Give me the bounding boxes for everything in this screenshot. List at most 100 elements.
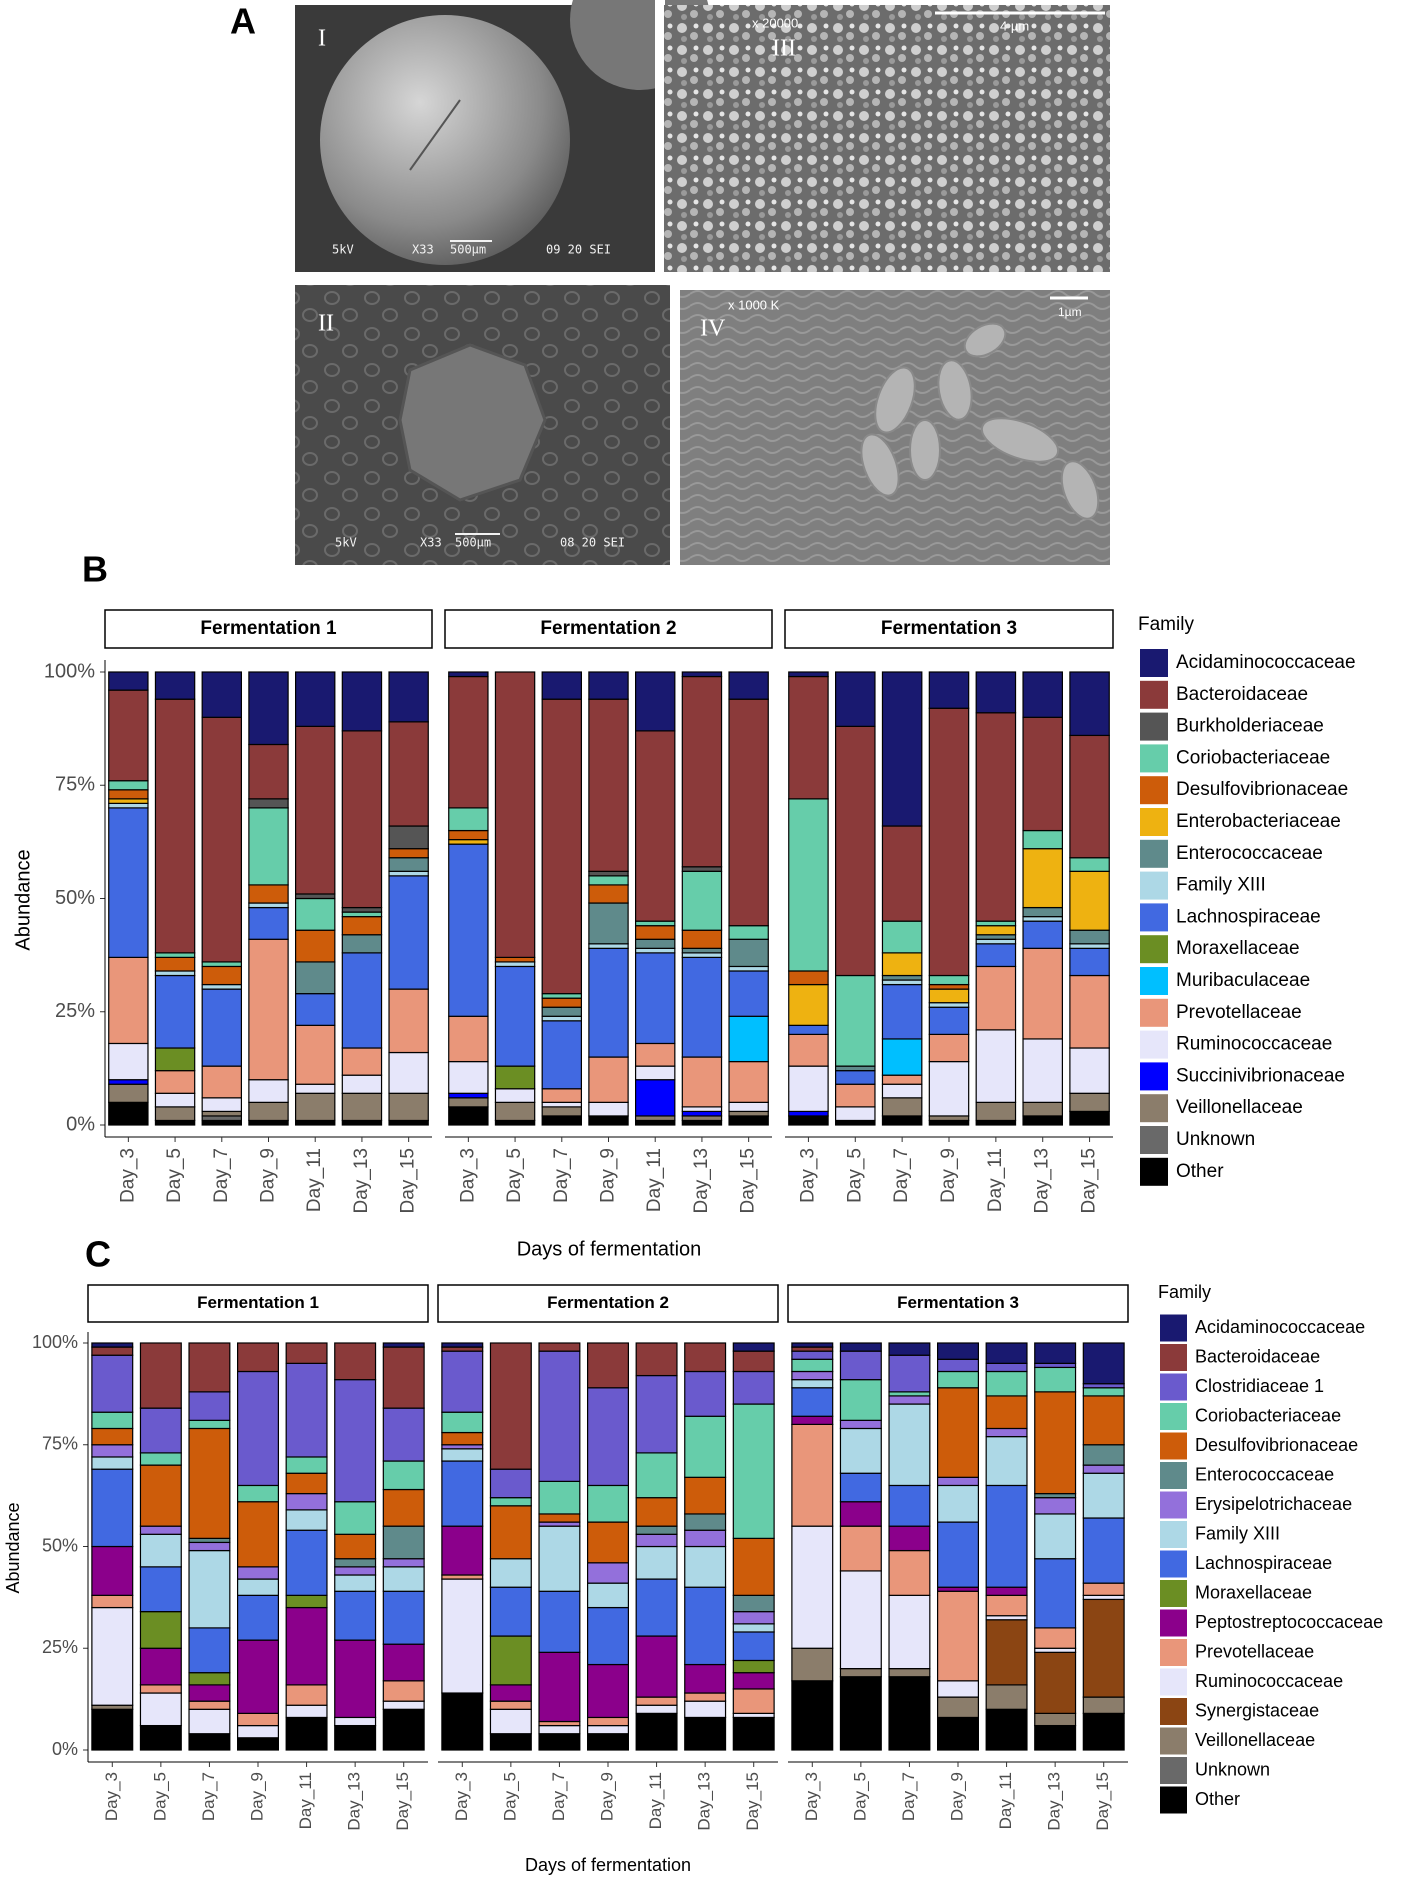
bar-segment <box>334 1558 377 1568</box>
legend-title: Family <box>1158 1282 1211 1302</box>
facet-strip <box>787 1284 1129 1323</box>
bar-segment <box>201 716 243 963</box>
bar-segment <box>108 798 149 804</box>
bar-segment <box>788 671 829 678</box>
bar-segment <box>201 961 243 968</box>
bar-segment <box>975 712 1017 922</box>
bar-segment <box>285 1342 328 1364</box>
bar-segment <box>732 1688 775 1714</box>
bar-segment <box>441 1342 484 1348</box>
bar-segment <box>388 1119 429 1126</box>
bar-segment <box>382 1407 425 1462</box>
bar-segment <box>294 1092 336 1122</box>
bar-segment <box>285 1716 328 1751</box>
bar-segment <box>936 1521 979 1588</box>
bar-segment <box>881 671 923 827</box>
bar-segment <box>188 1684 231 1702</box>
legend-swatch <box>1140 903 1168 932</box>
bar-segment <box>928 983 970 990</box>
bar-segment <box>588 1101 629 1117</box>
legend-label: Veillonellaceae <box>1176 1097 1303 1118</box>
bar-segment <box>248 938 289 1081</box>
bar-segment <box>248 906 289 940</box>
facet-title: Fermentation 1 <box>197 1293 319 1312</box>
bar-segment <box>635 1342 678 1377</box>
bar-segment <box>586 1562 629 1584</box>
bar-segment <box>681 1106 723 1113</box>
bar-segment <box>494 1065 536 1090</box>
bar-segment <box>388 721 429 827</box>
bar-segment <box>294 671 336 727</box>
bar-segment <box>928 707 970 977</box>
bar-segment <box>635 1533 678 1548</box>
bar-segment <box>928 988 970 1004</box>
bar-segment <box>928 1002 970 1008</box>
panel-a: A I 5kV X33 500µm 09 20 SEI x 20000 4 µm… <box>230 0 1110 565</box>
bar-segment <box>382 1566 425 1592</box>
x-tick-label: Day_15 <box>393 1772 412 1831</box>
legend-label: Desulfovibrionaceae <box>1195 1435 1358 1455</box>
bar-segment <box>985 1436 1028 1487</box>
bar-segment <box>382 1680 425 1702</box>
bar-segment <box>1034 1362 1077 1369</box>
bar-segment <box>489 1733 532 1751</box>
bar-segment <box>586 1716 629 1727</box>
bar-segment <box>839 1676 882 1751</box>
x-tick-label: Day_5 <box>164 1148 185 1203</box>
bar-segment <box>635 1525 678 1535</box>
bar-segment <box>448 1097 489 1108</box>
bar-segment <box>1082 1696 1125 1714</box>
bar-segment <box>188 1419 231 1430</box>
y-tick-label: 25% <box>55 1000 95 1022</box>
bar-segment <box>728 925 769 940</box>
legend-label: Bacteroidaceae <box>1176 684 1308 705</box>
bar-segment <box>188 1672 231 1686</box>
bar-segment <box>494 1088 536 1103</box>
bar-segment <box>285 1456 328 1474</box>
legend-swatch <box>1160 1432 1187 1460</box>
panel-label: C <box>85 1234 111 1275</box>
bar-segment <box>188 1627 231 1674</box>
bar-segment <box>91 1427 134 1446</box>
bar-segment <box>139 1525 182 1535</box>
bar-segment <box>881 825 923 922</box>
bar-segment <box>791 1358 834 1373</box>
bar-segment <box>881 1115 923 1126</box>
bar-segment <box>634 1119 676 1126</box>
bar-segment <box>1069 671 1110 737</box>
legend-swatch <box>1160 1462 1187 1489</box>
bar-segment <box>489 1558 532 1588</box>
bar-segment <box>588 870 629 877</box>
bar-segment <box>1082 1387 1125 1397</box>
bar-segment <box>341 911 383 918</box>
bar-segment <box>728 1060 769 1103</box>
bar-segment <box>441 1578 484 1694</box>
bar-segment <box>494 1101 536 1122</box>
bar-segment <box>154 1070 196 1094</box>
bar-segment <box>839 1350 882 1381</box>
bar-segment <box>1082 1712 1125 1751</box>
gap <box>655 0 665 100</box>
bar-segment <box>294 961 336 995</box>
bar-segment <box>728 671 769 700</box>
bar-segment <box>1022 1038 1063 1103</box>
bar-segment <box>728 938 769 968</box>
bar-segment <box>681 866 723 872</box>
legend-label: Peptostreptococcaceae <box>1195 1612 1383 1632</box>
bar-segment <box>237 1342 280 1373</box>
bar-segment <box>334 1639 377 1719</box>
legend-swatch <box>1160 1580 1187 1607</box>
bar-segment <box>201 983 243 990</box>
bar-segment <box>541 1015 583 1022</box>
bar-segment <box>732 1342 775 1352</box>
panel-label: B <box>82 549 108 590</box>
bar-segment <box>188 1537 231 1544</box>
bar-segment <box>791 1387 834 1417</box>
bar-segment <box>788 675 829 800</box>
bar-segment <box>728 970 769 1017</box>
bar-segment <box>237 1566 280 1580</box>
bar-segment <box>541 1106 583 1117</box>
legend-label: Family XIII <box>1195 1523 1280 1543</box>
x-tick-label: Day_7 <box>211 1148 232 1203</box>
bar-segment <box>684 1342 727 1373</box>
